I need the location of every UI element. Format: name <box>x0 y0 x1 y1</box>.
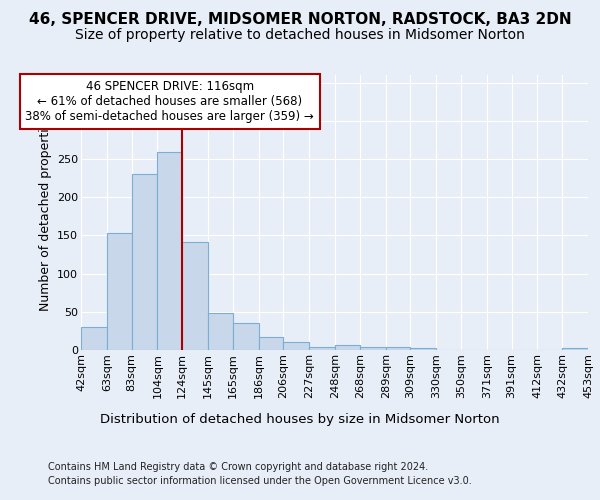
Bar <box>309 347 335 350</box>
Text: Size of property relative to detached houses in Midsomer Norton: Size of property relative to detached ho… <box>75 28 525 42</box>
Bar <box>233 324 259 350</box>
Text: Contains HM Land Registry data © Crown copyright and database right 2024.: Contains HM Land Registry data © Crown c… <box>48 462 428 472</box>
Bar <box>107 233 131 350</box>
Bar <box>81 327 107 350</box>
Bar <box>410 348 436 350</box>
Bar <box>182 242 208 350</box>
Bar <box>562 348 588 350</box>
Bar <box>386 347 410 350</box>
Text: Contains public sector information licensed under the Open Government Licence v3: Contains public sector information licen… <box>48 476 472 486</box>
Bar <box>335 346 360 350</box>
Bar <box>360 347 386 350</box>
Text: 46, SPENCER DRIVE, MIDSOMER NORTON, RADSTOCK, BA3 2DN: 46, SPENCER DRIVE, MIDSOMER NORTON, RADS… <box>29 12 571 28</box>
Text: Distribution of detached houses by size in Midsomer Norton: Distribution of detached houses by size … <box>100 412 500 426</box>
Text: 46 SPENCER DRIVE: 116sqm
← 61% of detached houses are smaller (568)
38% of semi-: 46 SPENCER DRIVE: 116sqm ← 61% of detach… <box>25 80 314 123</box>
Bar <box>259 337 283 350</box>
Bar <box>131 174 157 350</box>
Bar <box>283 342 309 350</box>
Y-axis label: Number of detached properties: Number of detached properties <box>38 114 52 311</box>
Bar <box>208 314 233 350</box>
Bar <box>157 152 182 350</box>
